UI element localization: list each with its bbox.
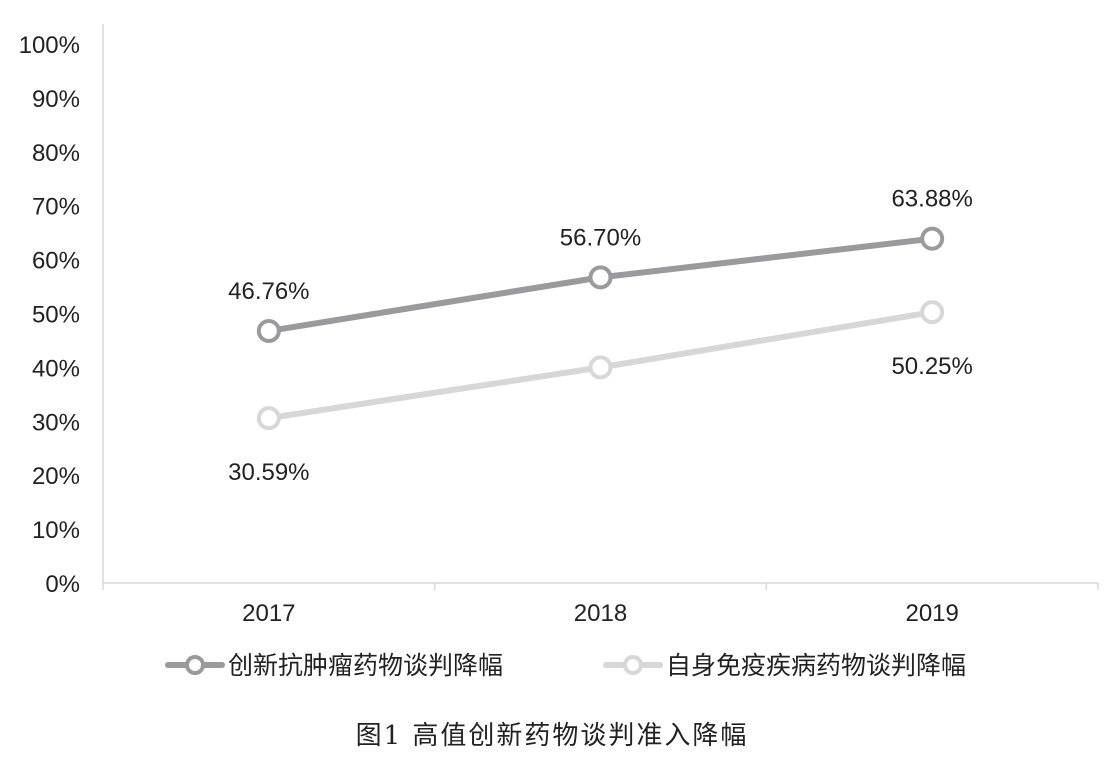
y-tick-label: 60%: [32, 248, 80, 275]
data-label: 30.59%: [228, 459, 309, 486]
legend-item-1: 创新抗肿瘤药物谈判降幅: [165, 651, 503, 680]
data-label: 46.76%: [228, 278, 309, 305]
y-tick-label: 20%: [32, 463, 80, 490]
y-tick-label: 40%: [32, 355, 80, 382]
line-chart: 0%10%20%30%40%50%60%70%80%90%100% 2017 20…: [19, 24, 1099, 680]
legend-label: 自身免疫疾病药物谈判降幅: [666, 651, 966, 680]
y-tick-label: 80%: [32, 140, 80, 167]
legend-marker-icon: [623, 655, 643, 675]
data-point-marker: [588, 355, 613, 380]
data-label: 63.88%: [891, 186, 972, 213]
data-point-marker: [256, 406, 281, 431]
legend-label: 创新抗肿瘤药物谈判降幅: [228, 651, 503, 680]
data-point-marker: [588, 265, 613, 290]
data-label: 56.70%: [560, 224, 641, 251]
y-tick-label: 10%: [32, 517, 80, 544]
y-tick-label: 0%: [45, 571, 80, 598]
series-1: 46.76% 56.70% 63.88%: [228, 186, 973, 343]
legend-item-2: 自身免疫疾病药物谈判降幅: [603, 651, 966, 680]
y-tick-label: 70%: [32, 194, 80, 221]
data-label: 50.25%: [891, 353, 972, 380]
x-tick-label: 2019: [905, 600, 958, 627]
figure-caption: 图1 高值创新药物谈判准入降幅: [355, 721, 749, 751]
x-axis: 2017 2018 2019: [102, 582, 1099, 627]
y-axis: 0% 10% 20% 30% 40% 50% 60% 70% 80% 90% 100%: [19, 24, 104, 598]
series-2: 30.59% 50.25%: [228, 300, 973, 486]
y-tick-label: 50%: [32, 302, 80, 329]
data-point-marker: [256, 318, 281, 343]
data-point-marker: [920, 226, 945, 251]
series-layer: 46.76% 56.70% 63.88% 30.59% 50.25%: [228, 186, 973, 486]
legend: 创新抗肿瘤药物谈判降幅 自身免疫疾病药物谈判降幅: [165, 651, 966, 680]
x-tick-label: 2017: [242, 600, 295, 627]
data-point-marker: [920, 300, 945, 325]
legend-marker-icon: [185, 655, 205, 675]
y-tick-label: 90%: [32, 86, 80, 113]
y-tick-label: 30%: [32, 409, 80, 436]
y-tick-label: 100%: [19, 32, 80, 59]
x-tick-label: 2018: [574, 600, 627, 627]
